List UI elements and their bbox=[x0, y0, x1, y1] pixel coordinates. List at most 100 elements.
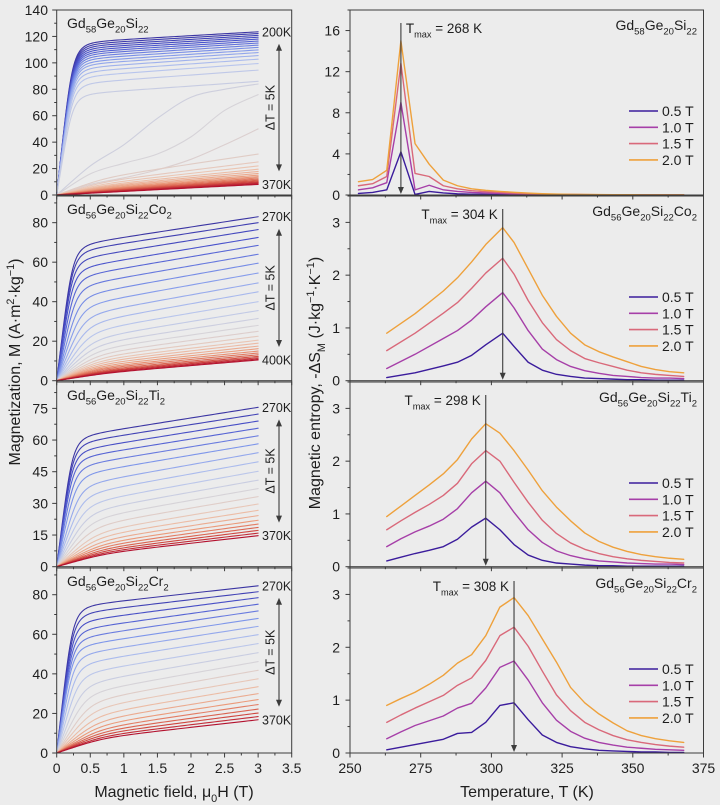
tmax-arrow bbox=[511, 581, 518, 752]
isotherm-curve-295K bbox=[56, 443, 259, 568]
entropy-curve-2.0T bbox=[386, 422, 685, 561]
arrow-head-down bbox=[511, 745, 518, 752]
legend-item-2.0T: 2.0 T bbox=[629, 152, 694, 168]
y-tick-label: 0 bbox=[40, 559, 48, 575]
text-segment: Si bbox=[126, 15, 138, 31]
legend: 0.5 T1.0 T1.5 T2.0 T bbox=[629, 475, 694, 540]
x-tick-label: 3 bbox=[254, 760, 262, 776]
superscript-text: −1 bbox=[5, 264, 17, 276]
isotherm-curve-350K bbox=[56, 703, 259, 754]
text-segment: T bbox=[433, 579, 441, 594]
subscript-text: 2 bbox=[166, 210, 171, 221]
isotherm-curve-355K bbox=[56, 342, 259, 382]
legend-item-1.0T: 1.0 T bbox=[629, 305, 694, 321]
isotherm-curve-280K bbox=[56, 420, 259, 568]
text-segment: Ge bbox=[628, 389, 647, 405]
legend-item-0.5T: 0.5 T bbox=[629, 289, 694, 305]
isotherm-curve-340K bbox=[56, 330, 259, 382]
x-tick-label: 1 bbox=[120, 760, 128, 776]
isotherm-curve-360K bbox=[56, 529, 259, 568]
isotherm-curve-320K bbox=[56, 488, 259, 568]
entropy-curve-1.0T bbox=[386, 480, 685, 566]
entropy-curve-1.0T bbox=[386, 660, 685, 752]
entropy-panel-1: 0 4 8 12 16 Gd58Ge20Si22 Tmax = 268 K 0.5 T1.0 … bbox=[324, 9, 704, 203]
y-axis: 0 1 2 3 bbox=[332, 567, 350, 761]
isotherm-curve-370K bbox=[56, 535, 259, 568]
x-axis bbox=[56, 566, 293, 572]
text-segment: T bbox=[421, 207, 429, 222]
temperature-step-label: ΔT = 5K bbox=[264, 84, 278, 130]
isotherm-curve-310K bbox=[56, 643, 259, 754]
magnetization-axis-label: Magnetization, M (A·m2·kg−1) bbox=[5, 259, 24, 466]
subscript-text: 20 bbox=[115, 210, 126, 221]
subscript-text: 56 bbox=[86, 210, 97, 221]
legend-item-0.5T: 0.5 T bbox=[629, 661, 694, 677]
text-segment: Co bbox=[149, 201, 167, 217]
entropy-curve-1.5T bbox=[386, 626, 685, 748]
isotherm-curve-275K bbox=[56, 80, 259, 196]
temperature-step-arrow bbox=[276, 597, 282, 707]
subscript-text: 56 bbox=[614, 584, 625, 595]
temperature-step-label: ΔT = 5K bbox=[264, 265, 278, 311]
isotherm-curve-285K bbox=[56, 603, 259, 754]
isotherm-curve-315K bbox=[56, 291, 259, 382]
y-tick-label: 3 bbox=[332, 214, 340, 230]
subscript-text: 2 bbox=[160, 396, 165, 407]
text-segment: Ge bbox=[622, 203, 641, 219]
isotherm-curve-260K bbox=[56, 58, 259, 196]
arrow-head-down bbox=[276, 699, 282, 707]
isotherm-curve-270K bbox=[56, 69, 259, 196]
arrow-head-up bbox=[276, 597, 282, 605]
isotherm-curve-325K bbox=[56, 496, 259, 568]
y-tick-label: 2 bbox=[332, 267, 340, 283]
y-tick-label: 120 bbox=[25, 28, 49, 44]
isotherm-curve-290K bbox=[56, 128, 259, 196]
x-tick-label: 0 bbox=[53, 760, 61, 776]
subscript-text: 20 bbox=[647, 398, 658, 409]
compound-label: Gd58Ge20Si22 bbox=[67, 15, 149, 35]
legend: 0.5 T1.0 T1.5 T2.0 T bbox=[629, 289, 694, 354]
isotherm-curve-295K bbox=[56, 617, 259, 754]
isotherm-curves bbox=[56, 31, 259, 196]
text-segment: Si bbox=[674, 17, 686, 33]
legend-label: 0.5 T bbox=[662, 103, 694, 119]
y-axis: 0 20 40 60 80 bbox=[32, 574, 57, 761]
legend-item-1.5T: 1.5 T bbox=[629, 322, 694, 338]
subscript-text: 2 bbox=[692, 584, 697, 595]
isotherm-curve-265K bbox=[56, 62, 259, 196]
superscript-text: −1 bbox=[305, 291, 317, 303]
isotherm-curve-270K bbox=[56, 585, 259, 754]
isotherm-curve-305K bbox=[56, 461, 259, 568]
isotherm-curve-290K bbox=[56, 610, 259, 754]
subscript-text: 22 bbox=[138, 210, 149, 221]
tmax-arrow bbox=[482, 395, 489, 566]
y-tick-label: 20 bbox=[32, 705, 48, 721]
subscript-text: 22 bbox=[138, 396, 149, 407]
legend-label: 1.0 T bbox=[662, 677, 694, 693]
x-tick-label: 375 bbox=[692, 760, 716, 776]
subscript-text: 22 bbox=[663, 212, 674, 223]
entropy-curve-0.5T bbox=[386, 332, 685, 381]
x-tick-label: 325 bbox=[550, 760, 574, 776]
subscript-text: 56 bbox=[611, 212, 622, 223]
entropy-curve-0.5T bbox=[386, 702, 685, 754]
isotherm-curve-370K bbox=[56, 183, 259, 196]
legend-label: 2.0 T bbox=[662, 338, 694, 354]
subscript-text: 22 bbox=[670, 398, 681, 409]
isotherm-curve-315K bbox=[56, 652, 259, 754]
isotherm-curve-285K bbox=[56, 427, 259, 568]
y-tick-label: 0 bbox=[40, 373, 48, 389]
subscript-text: 22 bbox=[138, 24, 149, 35]
isotherm-curve-365K bbox=[56, 716, 259, 754]
entropy-curve-1.5T bbox=[386, 449, 685, 564]
isotherm-curve-320K bbox=[56, 661, 259, 754]
text-segment: Si bbox=[126, 201, 138, 217]
arrow-head-up bbox=[276, 419, 282, 427]
subscript-text: 20 bbox=[640, 212, 651, 223]
text-segment: Ge bbox=[625, 575, 644, 591]
tmax-label: Tmax = 308 K bbox=[433, 579, 509, 597]
temperature-step-arrow bbox=[276, 228, 282, 347]
isotherm-curve-270K bbox=[56, 216, 259, 382]
text-segment: ·K bbox=[307, 274, 324, 290]
